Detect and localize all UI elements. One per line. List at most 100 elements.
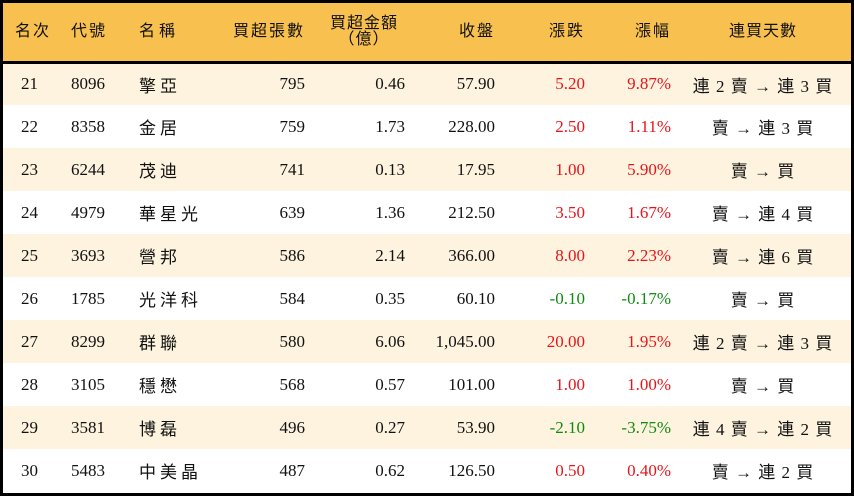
table-row[interactable]: 25 3693 營邦 586 2.14 366.00 8.00 2.23% 賣 … xyxy=(3,234,851,277)
cell-name[interactable]: 穩懋 xyxy=(139,377,181,396)
table-header-row: 名次 代號 名稱 買超張數 買超金額 （億） 收盤 漲跌 漲幅 連買天數 xyxy=(3,3,851,64)
cell-net-buy-amount: 0.57 xyxy=(375,374,405,394)
cell-rank: 28 xyxy=(21,374,38,394)
cell-net-buy-lots: 639 xyxy=(279,202,306,222)
cell-rank: 21 xyxy=(21,74,38,94)
cell-net-buy-amount: 6.06 xyxy=(375,331,405,351)
cell-close: 228.00 xyxy=(448,116,495,136)
cell-net-buy-lots: 759 xyxy=(279,116,306,136)
cell-change: 2.50 xyxy=(555,116,585,136)
cell-name[interactable]: 茂迪 xyxy=(139,162,181,181)
cell-change-pct: 9.87% xyxy=(627,74,671,94)
cell-change: 3.50 xyxy=(555,202,585,222)
cell-change-pct: 1.95% xyxy=(627,331,671,351)
cell-code[interactable]: 4979 xyxy=(71,202,105,222)
header-close[interactable]: 收盤 xyxy=(405,3,495,64)
header-net-buy-amount[interactable]: 買超金額 （億） xyxy=(305,3,405,64)
cell-change-pct: 5.90% xyxy=(627,159,671,179)
cell-net-buy-amount: 0.13 xyxy=(375,159,405,179)
cell-change: -0.10 xyxy=(549,288,585,308)
table-row[interactable]: 21 8096 擎亞 795 0.46 57.90 5.20 9.87% 連 2… xyxy=(3,62,851,105)
header-rank[interactable]: 名次 xyxy=(3,3,65,64)
cell-close: 17.95 xyxy=(456,159,495,179)
cell-change: 8.00 xyxy=(555,245,585,265)
cell-change: 20.00 xyxy=(546,331,585,351)
cell-code[interactable]: 8299 xyxy=(71,331,105,351)
cell-net-buy-lots: 568 xyxy=(279,374,306,394)
cell-net-buy-amount: 1.36 xyxy=(375,202,405,222)
cell-name[interactable]: 金居 xyxy=(139,119,181,138)
cell-name[interactable]: 中美晶 xyxy=(139,463,202,482)
cell-close: 366.00 xyxy=(448,245,495,265)
cell-close: 53.90 xyxy=(456,417,495,437)
cell-buy-streak: 賣 → 買 xyxy=(730,377,796,396)
table-row[interactable]: 29 3581 博磊 496 0.27 53.90 -2.10 -3.75% 連… xyxy=(3,406,851,449)
header-buy-streak[interactable]: 連買天數 xyxy=(675,3,851,64)
cell-change: 1.00 xyxy=(555,374,585,394)
table-row[interactable]: 28 3105 穩懋 568 0.57 101.00 1.00 1.00% 賣 … xyxy=(3,363,851,406)
cell-buy-streak: 連 2 賣 → 連 3 買 xyxy=(692,334,834,353)
cell-rank: 25 xyxy=(21,245,38,265)
cell-buy-streak: 連 4 賣 → 連 2 買 xyxy=(692,420,834,439)
header-net-buy-amount-unit: （億） xyxy=(338,30,390,48)
cell-name[interactable]: 擎亞 xyxy=(139,76,181,96)
cell-code[interactable]: 3581 xyxy=(71,417,105,437)
cell-rank: 30 xyxy=(21,460,38,480)
cell-net-buy-lots: 580 xyxy=(279,331,306,351)
cell-change: 0.50 xyxy=(555,460,585,480)
cell-buy-streak: 連 2 賣 → 連 3 買 xyxy=(692,76,834,96)
cell-name[interactable]: 光洋科 xyxy=(139,291,202,310)
cell-close: 60.10 xyxy=(456,288,495,308)
cell-close: 212.50 xyxy=(448,202,495,222)
cell-buy-streak: 賣 → 買 xyxy=(730,291,796,310)
table-row[interactable]: 30 5483 中美晶 487 0.62 126.50 0.50 0.40% 賣… xyxy=(3,449,851,492)
cell-net-buy-amount: 1.73 xyxy=(375,116,405,136)
cell-change-pct: 0.40% xyxy=(627,460,671,480)
cell-buy-streak: 賣 → 連 2 買 xyxy=(711,463,815,482)
cell-buy-streak: 賣 → 連 3 買 xyxy=(711,119,815,138)
header-code[interactable]: 代號 xyxy=(65,3,135,64)
cell-net-buy-lots: 586 xyxy=(279,245,306,265)
cell-close: 57.90 xyxy=(456,74,495,94)
cell-rank: 23 xyxy=(21,159,38,179)
table-row[interactable]: 22 8358 金居 759 1.73 228.00 2.50 1.11% 賣 … xyxy=(3,105,851,148)
cell-buy-streak: 賣 → 連 4 買 xyxy=(711,205,815,224)
cell-name[interactable]: 博磊 xyxy=(139,420,181,439)
cell-code[interactable]: 3105 xyxy=(71,374,105,394)
cell-net-buy-amount: 0.62 xyxy=(375,460,405,480)
table-row[interactable]: 27 8299 群聯 580 6.06 1,045.00 20.00 1.95%… xyxy=(3,320,851,363)
cell-code[interactable]: 8358 xyxy=(71,116,105,136)
header-change[interactable]: 漲跌 xyxy=(495,3,585,64)
cell-net-buy-lots: 795 xyxy=(279,74,306,94)
cell-name[interactable]: 群聯 xyxy=(139,334,181,353)
net-buy-ranking-table: 名次 代號 名稱 買超張數 買超金額 （億） 收盤 漲跌 漲幅 連買天數 21 … xyxy=(3,3,851,492)
header-change-pct[interactable]: 漲幅 xyxy=(585,3,675,64)
cell-name[interactable]: 華星光 xyxy=(139,205,202,224)
cell-code[interactable]: 5483 xyxy=(71,460,105,480)
table-row[interactable]: 26 1785 光洋科 584 0.35 60.10 -0.10 -0.17% … xyxy=(3,277,851,320)
header-name[interactable]: 名稱 xyxy=(135,3,215,64)
cell-rank: 22 xyxy=(21,116,38,136)
cell-close: 1,045.00 xyxy=(435,331,496,351)
header-net-buy-amount-label: 買超金額 xyxy=(329,14,398,32)
cell-code[interactable]: 1785 xyxy=(71,288,105,308)
cell-change: -2.10 xyxy=(549,417,585,437)
cell-change-pct: 1.67% xyxy=(627,202,671,222)
cell-change-pct: 1.11% xyxy=(627,116,671,136)
cell-net-buy-amount: 0.27 xyxy=(375,417,405,437)
table-row[interactable]: 24 4979 華星光 639 1.36 212.50 3.50 1.67% 賣… xyxy=(3,191,851,234)
header-net-buy-lots[interactable]: 買超張數 xyxy=(215,3,305,64)
cell-rank: 26 xyxy=(21,288,38,308)
cell-code[interactable]: 6244 xyxy=(71,159,105,179)
table-row[interactable]: 23 6244 茂迪 741 0.13 17.95 1.00 5.90% 賣 →… xyxy=(3,148,851,191)
cell-net-buy-lots: 741 xyxy=(279,159,306,179)
cell-code[interactable]: 3693 xyxy=(71,245,105,265)
cell-change: 5.20 xyxy=(555,74,585,94)
cell-rank: 29 xyxy=(21,417,38,437)
cell-change-pct: -0.17% xyxy=(621,288,671,308)
cell-code[interactable]: 8096 xyxy=(71,74,105,94)
cell-change-pct: 2.23% xyxy=(627,245,671,265)
cell-name[interactable]: 營邦 xyxy=(139,248,181,267)
cell-net-buy-amount: 0.35 xyxy=(375,288,405,308)
